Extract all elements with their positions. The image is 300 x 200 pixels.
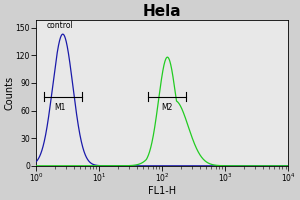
Text: M2: M2 [162, 103, 173, 112]
Title: Hela: Hela [143, 4, 182, 19]
Text: control: control [46, 21, 73, 30]
Text: M1: M1 [54, 103, 65, 112]
X-axis label: FL1-H: FL1-H [148, 186, 176, 196]
Y-axis label: Counts: Counts [4, 76, 14, 110]
